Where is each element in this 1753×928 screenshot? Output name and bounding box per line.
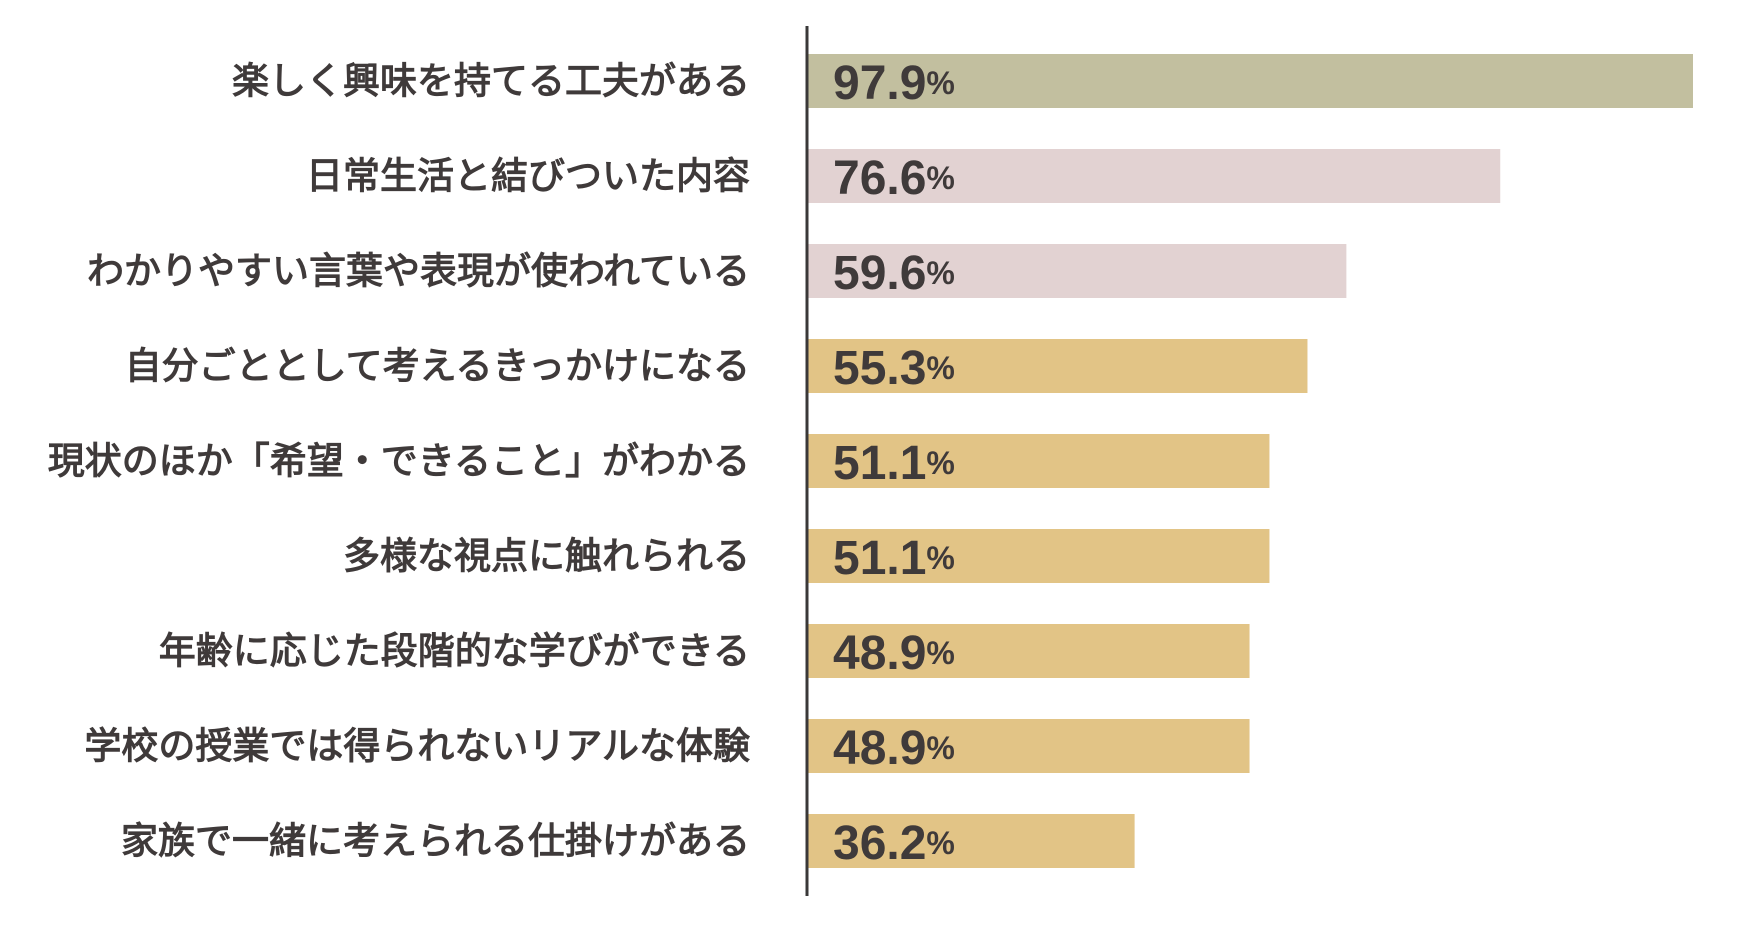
bar-6 <box>807 529 1270 583</box>
bar-7 <box>807 624 1250 678</box>
value-label-2: 76.6% <box>833 152 955 205</box>
value-unit: % <box>926 730 954 766</box>
category-label-4: 自分ごととして考えるきっかけになる <box>125 345 750 388</box>
value-label-8: 48.9% <box>833 722 955 775</box>
value-number: 76.6 <box>833 152 926 205</box>
category-label-8: 学校の授業では得られないリアルな体験 <box>84 725 751 768</box>
value-unit: % <box>926 825 954 861</box>
value-unit: % <box>926 255 954 291</box>
value-label-1: 97.9% <box>833 57 955 110</box>
category-label-3: わかりやすい言葉や表現が使われている <box>87 250 750 293</box>
bar-5 <box>807 434 1270 488</box>
value-unit: % <box>926 635 954 671</box>
value-number: 51.1 <box>833 532 926 585</box>
bar-8 <box>807 719 1250 773</box>
value-number: 48.9 <box>833 722 926 775</box>
value-number: 48.9 <box>833 627 926 680</box>
bar-3 <box>807 244 1347 298</box>
value-label-3: 59.6% <box>833 247 955 300</box>
category-label-1: 楽しく興味を持てる工夫がある <box>232 60 750 103</box>
value-number: 51.1 <box>833 437 926 490</box>
category-label-2: 日常生活と結びついた内容 <box>306 155 750 198</box>
value-labels-layer: 97.9%76.6%59.6%55.3%51.1%51.1%48.9%48.9%… <box>833 57 955 870</box>
value-number: 36.2 <box>833 817 926 870</box>
bars-layer <box>807 54 1693 868</box>
value-label-5: 51.1% <box>833 437 955 490</box>
category-labels-layer: 楽しく興味を持てる工夫がある日常生活と結びついた内容わかりやすい言葉や表現が使わ… <box>48 60 751 863</box>
category-label-5: 現状のほか「希望・できること」がわかる <box>48 440 750 483</box>
value-label-6: 51.1% <box>833 532 955 585</box>
value-unit: % <box>926 65 954 101</box>
value-unit: % <box>926 350 954 386</box>
category-label-7: 年齢に応じた段階的な学びができる <box>159 630 750 673</box>
value-label-7: 48.9% <box>833 627 955 680</box>
value-label-4: 55.3% <box>833 342 955 395</box>
value-number: 97.9 <box>833 57 926 110</box>
bar-1 <box>807 54 1693 108</box>
value-unit: % <box>926 445 954 481</box>
value-label-9: 36.2% <box>833 817 955 870</box>
value-unit: % <box>926 540 954 576</box>
bar-2 <box>807 149 1501 203</box>
bar-9 <box>807 814 1135 868</box>
category-label-9: 家族で一緒に考えられる仕掛けがある <box>121 820 750 863</box>
value-unit: % <box>926 160 954 196</box>
bar-4 <box>807 339 1308 393</box>
value-number: 59.6 <box>833 247 926 300</box>
value-number: 55.3 <box>833 342 926 395</box>
category-label-6: 多様な視点に触れられる <box>343 535 750 578</box>
